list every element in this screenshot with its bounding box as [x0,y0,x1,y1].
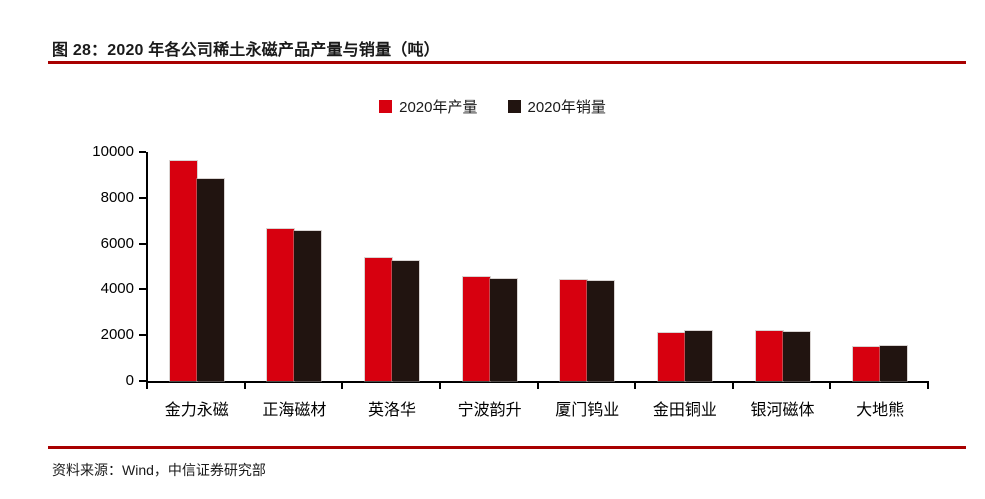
y-tick [139,151,146,153]
bar-production [365,258,393,381]
source-text: 资料来源：Wind，中信证券研究部 [52,462,266,478]
x-tick [829,383,832,389]
y-tick-label: 10000 [92,143,134,160]
bar-production [657,333,685,381]
x-category-label: 宁波韵升 [457,402,522,419]
bar-production [560,280,588,381]
legend-item-sales: 2020年销量 [507,96,606,117]
bar-sales [684,331,712,381]
x-category-label: 金力永磁 [164,402,229,419]
bar-sales [294,231,322,381]
y-tick [139,380,146,382]
bar-sales [392,261,420,381]
bar-sales [782,332,810,381]
y-tick [139,334,146,337]
y-tick [139,242,146,245]
y-tick-label: 2000 [100,326,134,344]
bar-sales [880,346,908,381]
bar-sales [489,279,517,381]
bar-production [853,347,881,381]
legend-label-production: 2020年产量 [399,99,478,116]
x-category-label: 金田铜业 [652,402,717,419]
legend-item-production: 2020年产量 [379,96,478,117]
x-tick [146,383,148,389]
x-tick [634,383,637,389]
legend-swatch-production [379,100,393,113]
x-category-label: 大地熊 [856,402,905,419]
x-tick [438,383,441,389]
x-tick [927,383,929,389]
legend-swatch-sales [507,100,521,113]
y-tick [139,288,146,291]
y-tick-label: 0 [125,372,134,389]
bar-production [267,229,295,381]
x-tick [341,383,344,389]
title-rule [48,61,966,64]
y-tick-label: 6000 [100,234,134,252]
legend-label-sales: 2020年销量 [527,99,606,116]
x-tick [243,383,246,389]
x-category-label: 厦门钨业 [555,402,620,419]
y-tick [139,196,146,199]
source-rule [48,446,966,449]
bar-production [169,161,197,381]
figure-title: 图 28：2020 年各公司稀土永磁产品产量与销量（吨） [52,42,440,59]
y-tick-label: 8000 [100,188,134,206]
bar-production [755,331,783,381]
bar-sales [587,281,615,381]
y-axis [146,152,148,383]
x-tick [536,383,539,389]
y-tick-label: 4000 [100,280,134,298]
x-category-label: 正海磁材 [262,402,327,419]
bar-production [462,277,490,381]
bar-sales [196,179,224,381]
x-category-label: 银河磁体 [750,402,815,419]
x-category-label: 英洛华 [368,402,417,419]
chart-legend: 2020年产量 2020年销量 [0,96,985,117]
x-tick [731,383,734,389]
x-axis [146,381,929,383]
